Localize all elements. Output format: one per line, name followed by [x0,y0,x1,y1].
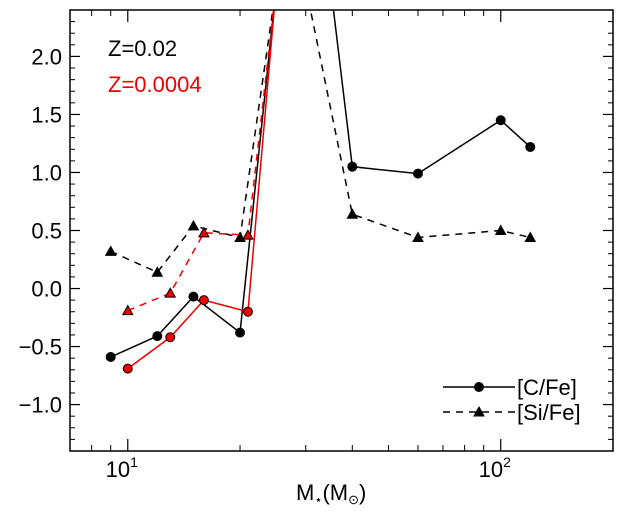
y-tick-label: 1.0 [31,160,62,185]
data-point-3 [164,287,177,298]
legend-marker-sife [473,405,485,417]
series-line-0 [110,10,531,358]
data-point-1 [346,208,359,219]
x-tick-label-base: 10 [479,457,503,482]
annotation-z-00004: Z=0.0004 [108,72,202,97]
legend-label-cfe: [C/Fe] [517,375,577,400]
x-tick-label-base: 10 [106,457,130,482]
series-line-3 [127,10,275,312]
series-line-1 [110,10,531,274]
x-axis-label-sun: ⊙ [348,492,359,507]
x-tick-label-exp: 1 [130,454,138,470]
y-tick-label: −1.0 [19,393,62,418]
data-point-1 [187,219,200,231]
data-point-2 [198,295,209,306]
x-tick-label-exp: 2 [503,454,511,470]
data-point-2 [165,332,176,343]
data-point-0 [188,291,199,302]
data-point-0 [412,168,423,179]
x-axis-label-star: ⋆ [314,492,322,507]
y-tick-label: 0.0 [31,277,62,302]
y-tick-label: −0.5 [19,335,62,360]
data-point-0 [495,115,506,126]
data-point-0 [152,331,163,342]
data-point-1 [151,266,164,277]
legend-marker-cfe [474,382,484,392]
annotation-z-002: Z=0.02 [108,36,177,61]
y-tick-label: 1.5 [31,102,62,127]
legend-label-sife: [Si/Fe] [517,400,581,425]
data-point-1 [104,245,117,256]
data-point-2 [122,363,133,374]
data-point-3 [198,226,210,238]
x-tick-label: 101 [106,454,138,482]
x-axis-label-paren: (M [322,480,348,505]
series-group [104,10,537,374]
x-axis-label-close: ) [359,480,366,505]
data-point-3 [242,229,254,240]
x-axis-label: M⋆(M⊙) [296,480,366,507]
data-point-1 [524,231,537,242]
axis-ticks [69,9,614,452]
data-point-0 [105,351,116,362]
data-point-1 [412,231,424,242]
y-tick-label: 2.0 [31,44,62,69]
x-axis-label-m: M [296,480,314,505]
data-point-0 [525,141,536,152]
x-tick-label: 102 [479,454,511,482]
data-point-1 [494,224,507,235]
legend: [C/Fe] [Si/Fe] [443,375,581,425]
data-point-2 [242,306,253,317]
y-tick-label: 0.5 [31,219,62,244]
series-layer [104,10,537,374]
data-point-3 [121,304,134,316]
plot-frame [69,9,614,452]
data-point-0 [347,161,358,172]
data-point-0 [235,327,246,338]
